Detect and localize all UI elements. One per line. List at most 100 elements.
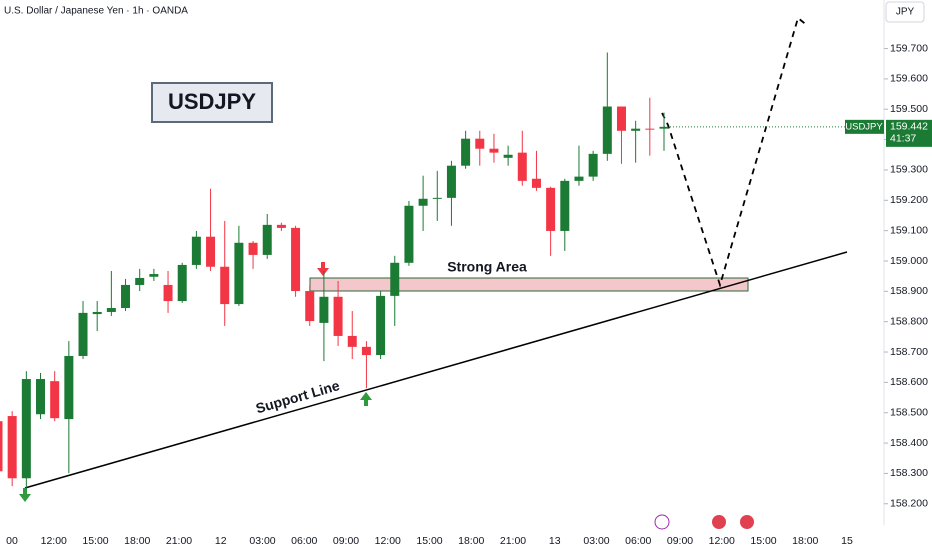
event-icon[interactable]	[740, 515, 754, 529]
candle-body	[78, 312, 88, 356]
candle-body	[92, 311, 102, 315]
x-tick-label: 06:00	[291, 535, 317, 547]
candle-body	[602, 106, 612, 154]
candle-body	[432, 197, 442, 199]
x-tick-label: 15:00	[82, 535, 108, 547]
y-tick-label: 159.000	[890, 255, 928, 267]
candle-body	[149, 274, 159, 277]
candle-body	[531, 178, 541, 188]
candle-body	[21, 379, 31, 479]
candle-body	[645, 128, 655, 130]
candle-body	[305, 291, 315, 322]
candle-body	[206, 236, 216, 267]
candle-body	[319, 296, 329, 323]
candle-body	[163, 284, 173, 302]
y-tick-label: 159.300	[890, 164, 928, 176]
candle-body	[191, 236, 201, 265]
y-tick-label: 158.700	[890, 346, 928, 358]
candle-body	[616, 106, 626, 131]
x-tick-label: 18:00	[458, 535, 484, 547]
candle-body	[276, 224, 286, 228]
candle-body	[659, 126, 669, 129]
candle-body	[546, 187, 556, 231]
candle-body	[376, 295, 386, 356]
candle-body	[461, 138, 471, 166]
candle-body	[220, 266, 230, 305]
candle-body	[446, 165, 456, 198]
projection	[661, 16, 809, 289]
x-tick-label: 09:00	[333, 535, 359, 547]
x-tick-label: 18:00	[124, 535, 150, 547]
candle-body	[0, 421, 3, 472]
candle-body	[248, 242, 258, 255]
x-tick-label: 15:00	[750, 535, 776, 547]
candle-body	[475, 138, 485, 149]
candle-body	[121, 284, 131, 309]
x-tick-label: 13	[549, 535, 561, 547]
arrow-up	[360, 392, 372, 406]
candle-body	[262, 224, 272, 255]
candle-body	[291, 227, 301, 292]
arrow-down	[317, 262, 329, 276]
y-tick-label: 159.200	[890, 194, 928, 206]
x-tick-label: 12:00	[41, 535, 67, 547]
y-tick-label: 158.600	[890, 376, 928, 388]
y-tick-label: 158.300	[890, 467, 928, 479]
candle-body	[347, 335, 357, 347]
y-tick-label: 158.200	[890, 498, 928, 510]
symbol-box	[151, 82, 273, 123]
candle-body	[361, 346, 371, 356]
x-tick-label: 12:00	[709, 535, 735, 547]
x-tick-label: 06:00	[625, 535, 651, 547]
y-tick-label: 158.900	[890, 285, 928, 297]
strong-area	[309, 277, 749, 292]
y-tick-label: 159.500	[890, 103, 928, 115]
x-tick-label: 15:00	[416, 535, 442, 547]
currency-button[interactable]	[885, 1, 925, 23]
symbol-box-text: USDJPY	[168, 89, 256, 114]
x-tick-label: 03:00	[583, 535, 609, 547]
currency-button-text[interactable]: JPY	[896, 7, 915, 18]
candle-body	[588, 153, 598, 177]
y-tick-label: 158.500	[890, 406, 928, 418]
last-price-bg	[886, 119, 932, 147]
x-tick-label: 00	[6, 535, 18, 547]
arrow-up	[19, 488, 31, 502]
x-tick-label: 03:00	[249, 535, 275, 547]
candle-body	[333, 296, 343, 336]
price-tag: USDJPY	[845, 121, 883, 132]
x-tick-label: 21:00	[500, 535, 526, 547]
event-icon[interactable]	[712, 515, 726, 529]
annotation: Strong Area	[447, 259, 527, 275]
x-tick-label: 12:00	[375, 535, 401, 547]
event-icon[interactable]	[654, 514, 670, 530]
chart-title: U.S. Dollar / Japanese Yen · 1h · OANDA	[4, 6, 188, 17]
candle-body	[177, 264, 187, 302]
y-tick-label: 159.700	[890, 42, 928, 54]
candle-body	[560, 180, 570, 231]
y-tick-label: 158.400	[890, 437, 928, 449]
candle-body	[631, 128, 641, 131]
candle-body	[489, 148, 499, 153]
y-tick-label: 158.800	[890, 315, 928, 327]
y-tick-label: 159.100	[890, 224, 928, 236]
x-tick-label: 09:00	[667, 535, 693, 547]
price-tag-bg	[845, 119, 884, 134]
candle-body	[106, 308, 116, 312]
candle-body	[517, 152, 527, 181]
candle-body	[234, 242, 244, 305]
last-price: 159.442	[890, 121, 928, 133]
y-tick-label: 159.600	[890, 73, 928, 85]
candle-body	[418, 198, 428, 206]
candle-body	[135, 277, 145, 285]
x-tick-label: 18:00	[792, 535, 818, 547]
countdown: 41:37	[890, 133, 916, 145]
candle-body	[64, 355, 74, 420]
candle-body	[503, 154, 513, 158]
candle-body	[574, 176, 584, 181]
candle-body	[7, 416, 17, 479]
candle-body	[50, 381, 60, 419]
candle-body	[36, 379, 46, 415]
x-tick-label: 21:00	[166, 535, 192, 547]
